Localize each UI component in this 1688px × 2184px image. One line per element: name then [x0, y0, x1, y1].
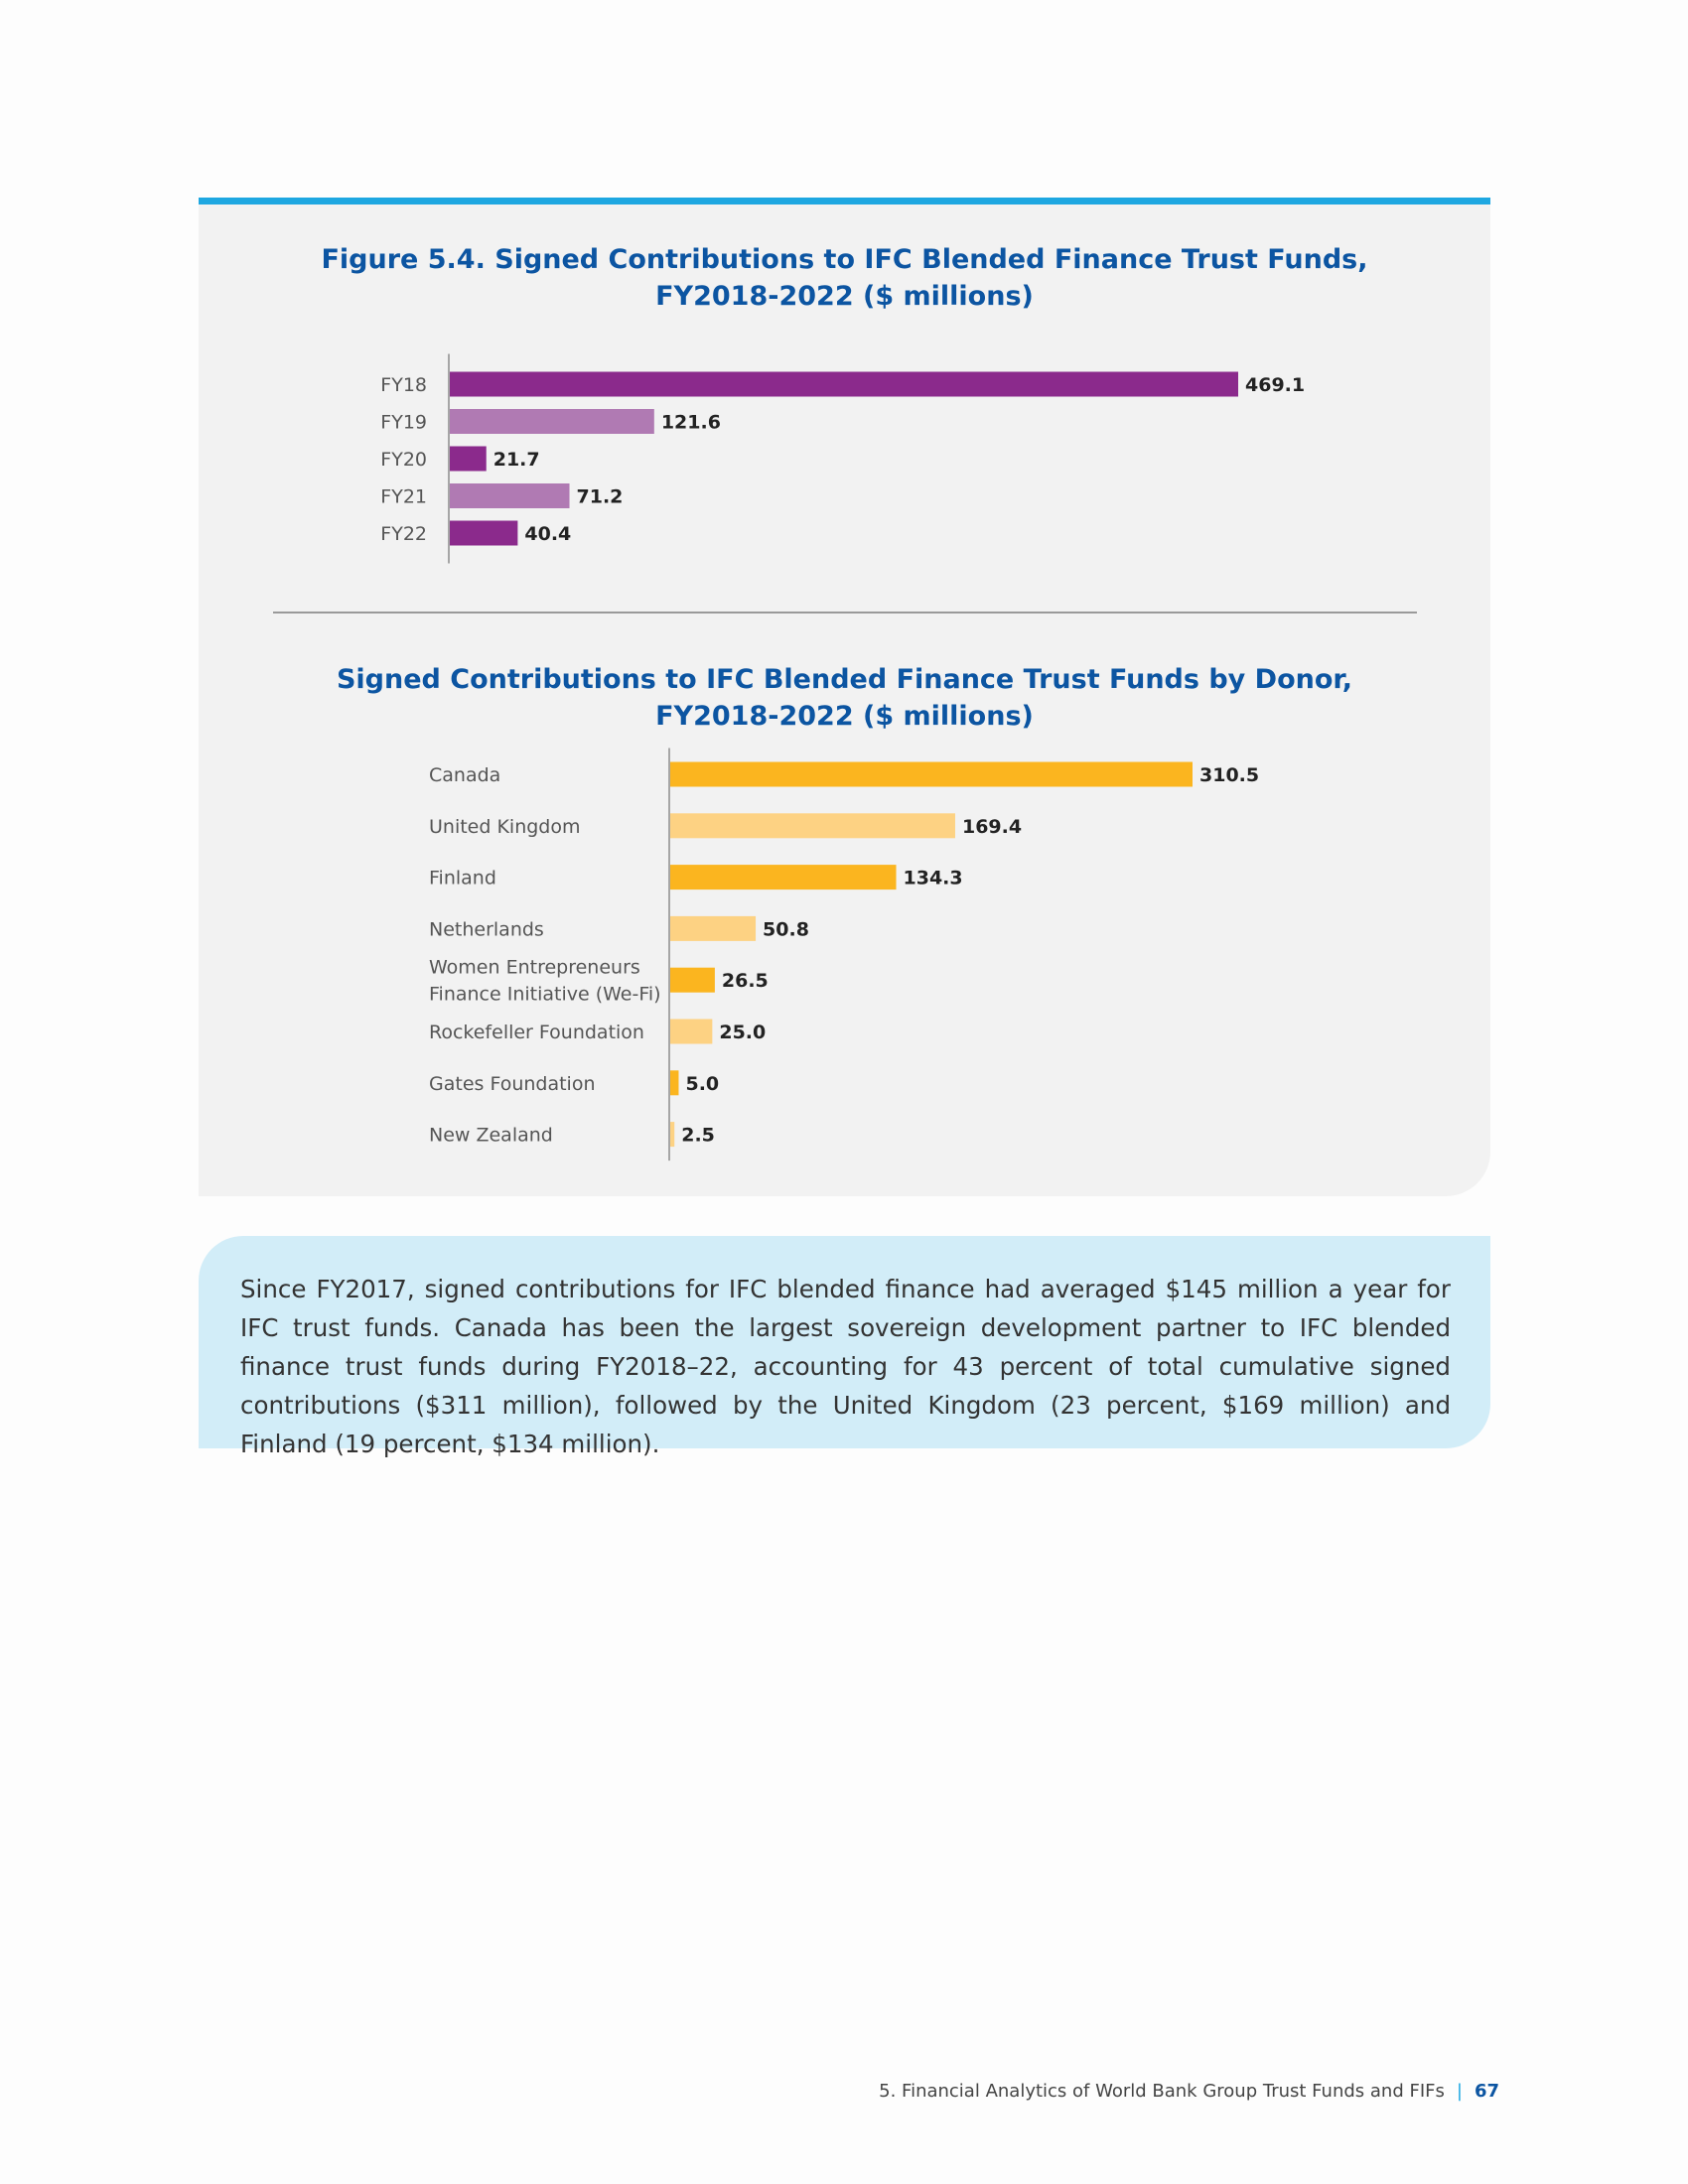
- donor-bar-chart: 310.5 Canada 169.4 United Kingdom 134.3 Finla…: [429, 748, 1259, 1161]
- bar-1: [670, 813, 955, 839]
- bar-4: [670, 967, 715, 993]
- category-label-7: New Zealand: [429, 1125, 553, 1147]
- summary-text: Since FY2017, signed contributions for I…: [240, 1275, 1451, 1458]
- category-label-2: FY20: [380, 449, 427, 471]
- value-label-1: 169.4: [962, 816, 1022, 838]
- category-label-3: Netherlands: [429, 918, 544, 940]
- bar-1: [450, 409, 654, 434]
- value-label-5: 25.0: [719, 1022, 766, 1043]
- category-label-4-line1: Finance Initiative (We-Fi): [429, 984, 661, 1006]
- bar-4: [450, 520, 518, 546]
- page-footer: 5. Financial Analytics of World Bank Gro…: [879, 2081, 1499, 2102]
- value-label-4: 26.5: [722, 970, 769, 992]
- value-label-4: 40.4: [524, 523, 571, 545]
- chart-title-line1: Figure 5.4. Signed Contributions to IFC …: [321, 244, 1368, 275]
- category-label-3: FY21: [380, 486, 427, 508]
- category-label-1: United Kingdom: [429, 816, 581, 838]
- figure-panel: Figure 5.4. Signed Contributions to IFC …: [199, 198, 1490, 1196]
- value-label-7: 2.5: [681, 1125, 715, 1147]
- category-label-0: FY18: [380, 374, 427, 396]
- category-label-4-line0: Women Entrepreneurs: [429, 957, 640, 979]
- fy-bar-chart: 469.1 FY18 121.6 FY19 21.7 FY20 71.2 FY21 40.4 FY…: [380, 353, 1305, 564]
- bar-7: [670, 1122, 675, 1148]
- value-label-3: 71.2: [577, 486, 624, 508]
- donor-chart-title: Signed Contributions to IFC Blended Fina…: [199, 661, 1490, 735]
- donor-chart-title-line1: Signed Contributions to IFC Blended Fina…: [336, 664, 1353, 695]
- chart-title-line2: FY2018-2022 ($ millions): [655, 281, 1034, 312]
- category-label-2: Finland: [429, 868, 496, 889]
- chart-title: Figure 5.4. Signed Contributions to IFC …: [199, 241, 1490, 315]
- bar-3: [450, 483, 570, 508]
- page-number: 67: [1474, 2081, 1499, 2102]
- donor-chart-title-line2: FY2018-2022 ($ millions): [655, 701, 1034, 732]
- category-label-0: Canada: [429, 764, 500, 786]
- value-label-2: 21.7: [493, 449, 540, 471]
- category-label-1: FY19: [380, 412, 427, 434]
- footer-separator: |: [1456, 2081, 1463, 2102]
- summary-callout: Since FY2017, signed contributions for I…: [199, 1236, 1490, 1458]
- value-label-0: 310.5: [1199, 764, 1259, 786]
- footer-text: 5. Financial Analytics of World Bank Gro…: [879, 2081, 1445, 2102]
- value-label-1: 121.6: [661, 412, 721, 434]
- category-label-6: Gates Foundation: [429, 1073, 596, 1095]
- value-label-6: 5.0: [685, 1073, 719, 1095]
- bar-5: [670, 1019, 713, 1044]
- bar-2: [670, 865, 897, 890]
- value-label-3: 50.8: [763, 918, 809, 940]
- value-label-2: 134.3: [904, 868, 963, 889]
- bar-2: [450, 446, 487, 472]
- category-label-4: FY22: [380, 523, 427, 545]
- value-label-0: 469.1: [1245, 374, 1305, 396]
- chart-divider: [273, 612, 1417, 614]
- bar-6: [670, 1070, 679, 1096]
- bar-0: [450, 371, 1238, 397]
- category-label-5: Rockefeller Foundation: [429, 1022, 644, 1043]
- bar-0: [670, 761, 1193, 787]
- bar-3: [670, 915, 757, 941]
